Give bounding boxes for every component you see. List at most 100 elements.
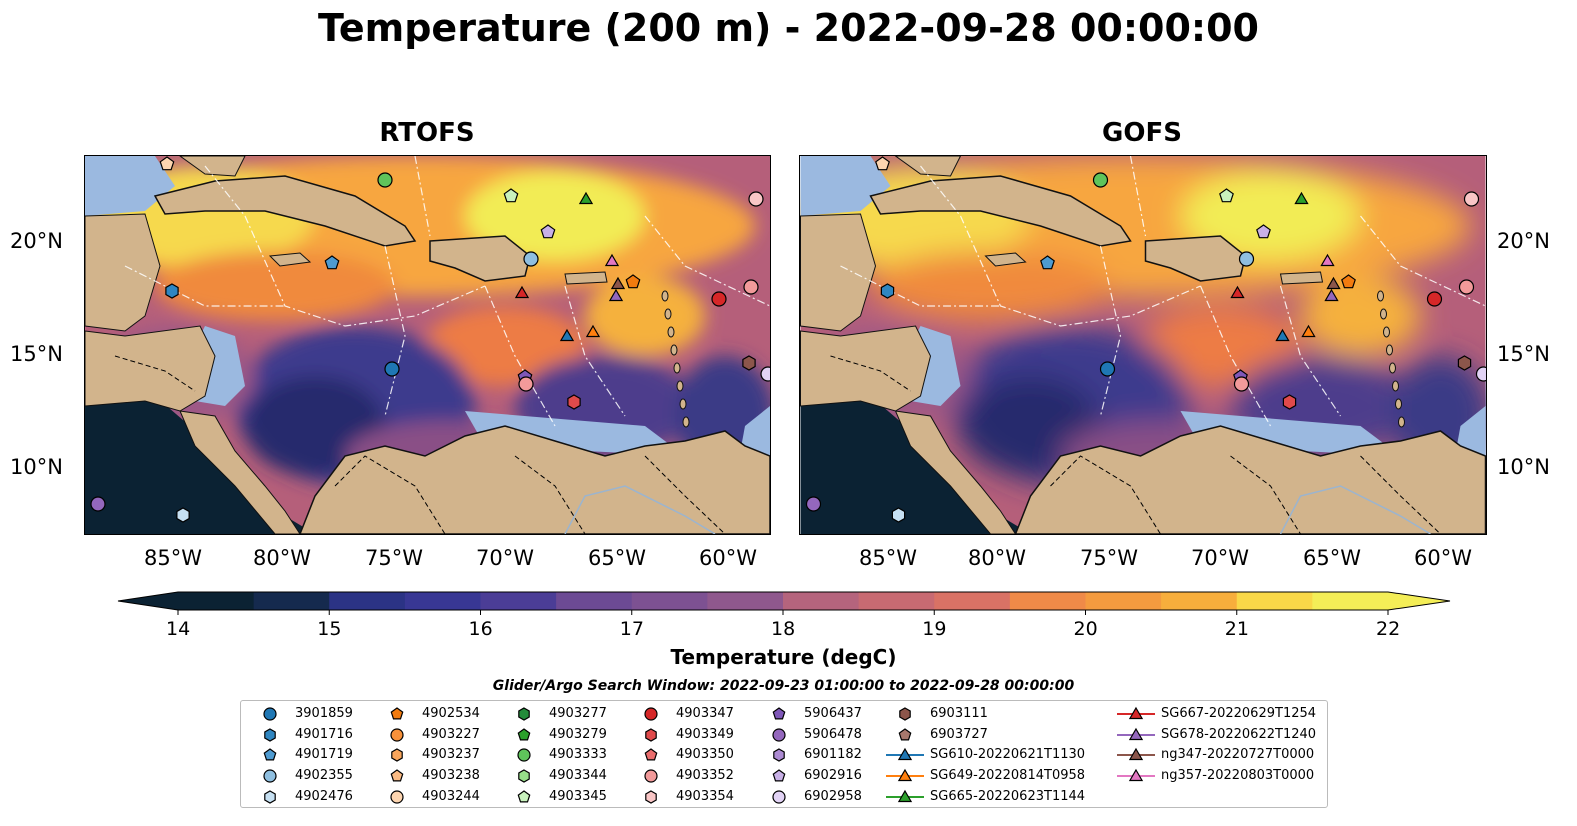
legend-item-label: 4903352 (676, 768, 734, 784)
float-marker (805, 496, 822, 512)
float-marker (1341, 274, 1356, 289)
colorbar-label: Temperature (degC) (670, 645, 897, 669)
float-marker (559, 328, 575, 342)
legend-item-label: 3901859 (295, 706, 353, 721)
panel-title-rtofs: RTOFS (379, 118, 475, 148)
float-marker (176, 507, 190, 523)
float-marker (90, 496, 106, 512)
float-marker (1230, 285, 1245, 299)
legend-item-label: 6903111 (930, 706, 988, 721)
gofs-lon-tick: 60°W (1414, 546, 1472, 570)
float-marker (742, 355, 756, 371)
circle-marker-icon (517, 748, 531, 762)
float-marker (523, 251, 539, 267)
figure-title: Temperature (200 m) - 2022-09-28 00:00:0… (317, 6, 1259, 50)
legend-item-label: 6902958 (804, 788, 862, 804)
triangle-marker-icon (1117, 768, 1155, 782)
hexagon-marker-icon (391, 748, 403, 763)
legend-item-label: 6901182 (804, 747, 862, 763)
left-lat-tick: 20°N (10, 229, 63, 253)
pentagon-marker-icon (772, 769, 786, 782)
legend-item-label: 4903347 (676, 706, 734, 721)
float-marker (567, 394, 581, 410)
float-marker (1099, 361, 1116, 377)
right-lat-tick: 10°N (1497, 455, 1550, 479)
panel-title-gofs: GOFS (1102, 118, 1182, 148)
right-lat-tick: 20°N (1497, 229, 1550, 253)
colorbar (117, 591, 1451, 615)
legend-item-label: 5906437 (804, 706, 862, 721)
legend-item-label: 4902476 (295, 788, 353, 804)
rtofs-lon-tick: 70°W (476, 546, 534, 570)
float-marker (880, 283, 895, 299)
legend-item-label: 4903344 (549, 768, 607, 784)
float-marker (1426, 291, 1443, 307)
float-marker (324, 255, 340, 270)
circle-marker-icon (390, 728, 404, 742)
colorbar-tick: 17 (619, 618, 644, 640)
legend: 3901859 4901716 4901719 4902355 4902476 49025… (240, 700, 1328, 808)
hexagon-marker-icon (264, 727, 276, 742)
legend-item-label: 4902534 (422, 706, 480, 721)
float-marker (1092, 172, 1109, 188)
float-marker (1457, 355, 1472, 371)
float-marker (1458, 279, 1475, 295)
float-marker (514, 285, 530, 299)
float-marker (1282, 394, 1297, 410)
pentagon-marker-icon (263, 748, 277, 761)
hexagon-marker-icon (264, 790, 276, 804)
float-marker (625, 274, 641, 289)
circle-marker-icon (772, 790, 786, 804)
legend-item-label: 4903345 (549, 788, 607, 804)
legend-item-label: 5906478 (804, 726, 862, 742)
pentagon-marker-icon (390, 769, 404, 782)
legend-item-label: SG610-20220621T1130 (930, 747, 1086, 763)
triangle-marker-icon (886, 789, 924, 802)
hexagon-marker-icon (773, 748, 785, 763)
float-marker (1301, 324, 1316, 338)
gofs-lon-tick: 70°W (1191, 546, 1249, 570)
hexagon-marker-icon (518, 707, 530, 721)
pentagon-marker-icon (390, 707, 404, 720)
rtofs-lon-tick: 75°W (365, 546, 423, 570)
legend-item-label: ng357-20220803T0000 (1161, 768, 1315, 784)
hexagon-marker-icon (899, 707, 911, 721)
left-lat-tick: 10°N (10, 455, 63, 479)
map-gofs (799, 155, 1487, 535)
hexagon-marker-icon (645, 790, 657, 804)
gofs-lon-tick: 85°W (859, 546, 917, 570)
float-marker (1256, 224, 1271, 239)
pentagon-marker-icon (772, 707, 786, 720)
float-marker (1320, 253, 1335, 267)
map-rtofs (84, 155, 771, 535)
colorbar-tick: 16 (468, 618, 493, 640)
circle-marker-icon (263, 707, 277, 721)
float-marker (1475, 366, 1486, 382)
float-marker (1326, 276, 1341, 290)
float-marker (1463, 191, 1480, 207)
float-marker (610, 276, 626, 290)
colorbar-tick: 19 (922, 618, 947, 640)
legend-item-label: 4903244 (422, 788, 480, 804)
float-marker (1294, 191, 1309, 205)
triangle-marker-icon (1117, 727, 1155, 740)
colorbar-tick: 22 (1376, 618, 1401, 640)
float-marker (604, 253, 620, 267)
rtofs-lon-tick: 65°W (588, 546, 646, 570)
legend-item-label: SG649-20220814T0958 (930, 768, 1086, 784)
circle-marker-icon (644, 769, 658, 783)
legend-item-label: SG667-20220629T1254 (1161, 706, 1317, 721)
triangle-marker-icon (1117, 748, 1155, 761)
gofs-lon-tick: 80°W (968, 546, 1026, 570)
legend-item-label: 4903349 (676, 726, 734, 742)
legend-item-label: 4903237 (422, 747, 480, 763)
legend-item-label: 4902355 (295, 768, 353, 784)
circle-marker-icon (390, 790, 404, 804)
float-marker (1324, 288, 1339, 302)
float-marker (377, 172, 393, 188)
hexagon-marker-icon (645, 727, 657, 742)
float-marker (578, 191, 594, 205)
legend-item-label: 4903333 (549, 747, 607, 763)
float-marker (875, 156, 890, 171)
float-marker (1219, 188, 1234, 203)
